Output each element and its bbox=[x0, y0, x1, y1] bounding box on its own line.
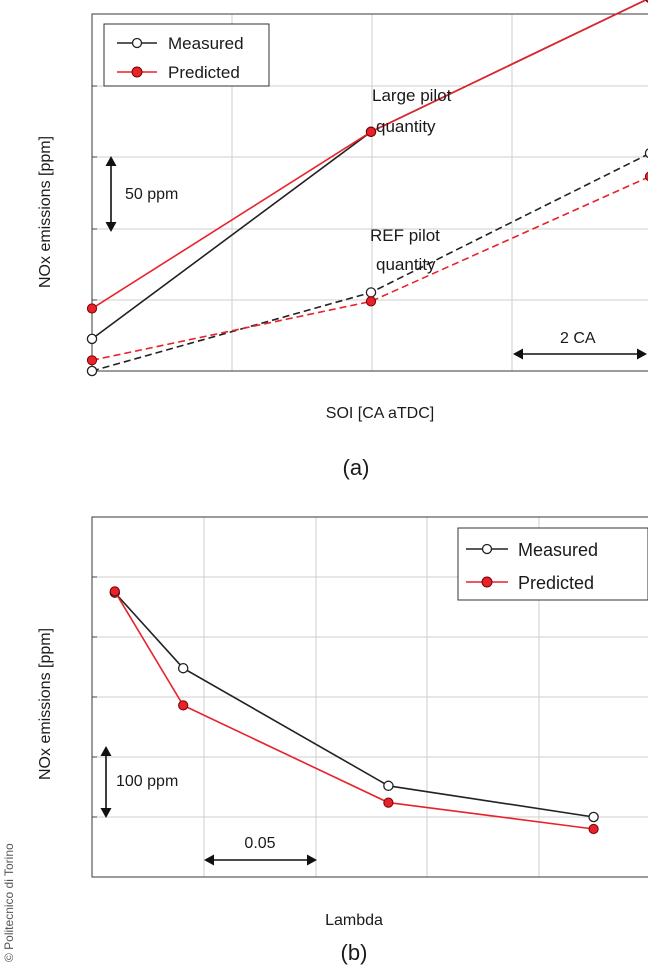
series-b-0-point-2 bbox=[383, 780, 394, 792]
legend-measured-marker-a bbox=[131, 37, 143, 49]
y-axis-label-a: NOx emissions [ppm] bbox=[37, 135, 54, 288]
series-a-2-point-2 bbox=[644, 148, 648, 159]
series-a-1-point-2 bbox=[645, 0, 648, 3]
x-scale-label-a: 2 CA bbox=[560, 330, 596, 347]
legend-measured-marker-b bbox=[481, 543, 493, 555]
x-scale-bar-a bbox=[513, 348, 647, 360]
x-scale-bar-b bbox=[204, 854, 317, 866]
series-a bbox=[86, 0, 648, 377]
series-a-3-point-1 bbox=[365, 296, 377, 307]
series-a-2-point-0 bbox=[86, 365, 98, 377]
x-axis-label-b: Lambda bbox=[325, 912, 383, 929]
series-b-0-point-1 bbox=[177, 662, 189, 674]
copyright-notice: © Politecnico di Torino bbox=[2, 843, 16, 962]
plot-frame-a bbox=[91, 13, 648, 372]
legend-b: Measured Predicted bbox=[457, 527, 648, 601]
y-scale-bar-b bbox=[100, 746, 112, 818]
series-a-1-point-1 bbox=[365, 126, 377, 137]
series-b-1-line bbox=[114, 590, 594, 830]
legend-box-b bbox=[457, 527, 648, 601]
legend-a: Measured Predicted bbox=[103, 23, 270, 87]
series-b bbox=[109, 586, 599, 835]
series-b-1-point-1 bbox=[178, 700, 189, 711]
series-b-1-point-0 bbox=[109, 586, 120, 597]
legend-measured-label-a: Measured bbox=[168, 34, 244, 53]
legend-box-a bbox=[103, 23, 270, 87]
y-scale-label-b: 100 ppm bbox=[116, 773, 178, 790]
y-scale-bar-a bbox=[105, 156, 117, 232]
series-b-1-point-2 bbox=[383, 797, 394, 808]
chart-b: Measured Predicted 100 ppm 0.05 Lambda (… bbox=[91, 516, 648, 965]
annotation-ref-quantity: quantity bbox=[376, 255, 436, 274]
series-a-1-point-0 bbox=[86, 303, 98, 314]
legend-predicted-label-a: Predicted bbox=[168, 63, 240, 82]
annotation-large-quantity: quantity bbox=[376, 117, 436, 136]
series-a-2-point-1 bbox=[365, 287, 377, 298]
series-a-3-point-2 bbox=[644, 171, 648, 182]
series-b-1-point-3 bbox=[588, 823, 599, 835]
legend-predicted-marker-a bbox=[131, 66, 143, 78]
legend-predicted-label-b: Predicted bbox=[518, 573, 594, 593]
caption-b: (b) bbox=[341, 940, 368, 965]
chart-a: Measured Predicted Large pilot quantity … bbox=[86, 0, 648, 480]
series-a-3-line bbox=[91, 176, 648, 362]
series-a-0-point-0 bbox=[86, 333, 98, 345]
series-a-3-point-0 bbox=[86, 355, 98, 366]
caption-a: (a) bbox=[343, 455, 370, 480]
series-b-0-line bbox=[114, 592, 594, 818]
y-axis-label-b: NOx emissions [ppm] bbox=[37, 627, 54, 780]
annotation-ref-pilot: REF pilot bbox=[370, 226, 440, 245]
legend-predicted-marker-b bbox=[481, 576, 493, 588]
x-axis-label-a: SOI [CA aTDC] bbox=[326, 405, 434, 422]
plot-frame-b bbox=[91, 516, 648, 878]
x-scale-label-b: 0.05 bbox=[244, 835, 275, 852]
series-b-0-point-3 bbox=[588, 811, 599, 823]
legend-measured-label-b: Measured bbox=[518, 540, 598, 560]
annotation-large-pilot: Large pilot bbox=[372, 86, 452, 105]
y-scale-label-a: 50 ppm bbox=[125, 186, 178, 203]
